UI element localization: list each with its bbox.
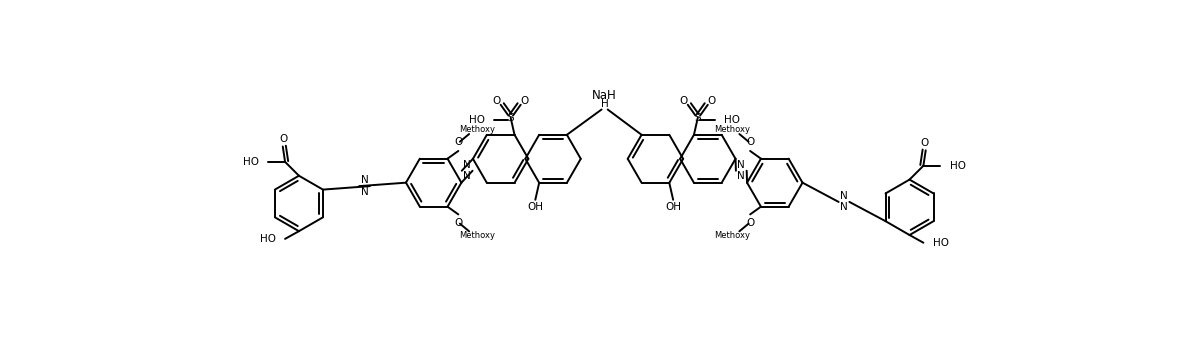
Text: N: N [737, 171, 745, 181]
Text: HO: HO [933, 238, 949, 248]
Text: N: N [841, 202, 848, 212]
Text: HO: HO [243, 157, 259, 167]
Text: O: O [746, 137, 755, 148]
Text: O: O [454, 137, 462, 148]
Text: Methoxy: Methoxy [713, 125, 750, 134]
Text: S: S [507, 113, 514, 123]
Text: Methoxy: Methoxy [713, 231, 750, 240]
Text: HO: HO [949, 161, 966, 171]
Text: S: S [694, 113, 702, 123]
Text: N: N [361, 175, 368, 185]
Text: O: O [707, 96, 716, 106]
Text: N: N [737, 160, 745, 169]
Text: N: N [463, 160, 472, 169]
Text: OH: OH [527, 203, 544, 212]
Text: Methoxy: Methoxy [459, 231, 495, 240]
Text: HO: HO [259, 234, 276, 244]
Text: N: N [463, 171, 472, 181]
Text: N: N [841, 191, 848, 201]
Text: NaH: NaH [592, 89, 617, 102]
Text: H: H [601, 99, 608, 109]
Text: OH: OH [665, 203, 681, 212]
Text: HO: HO [468, 115, 485, 125]
Text: O: O [279, 134, 288, 144]
Text: O: O [493, 96, 501, 106]
Text: HO: HO [724, 115, 740, 125]
Text: O: O [680, 96, 689, 106]
Text: N: N [361, 187, 368, 197]
Text: O: O [746, 218, 755, 228]
Text: O: O [921, 137, 929, 148]
Text: O: O [454, 218, 462, 228]
Text: O: O [520, 96, 528, 106]
Text: Methoxy: Methoxy [459, 125, 495, 134]
